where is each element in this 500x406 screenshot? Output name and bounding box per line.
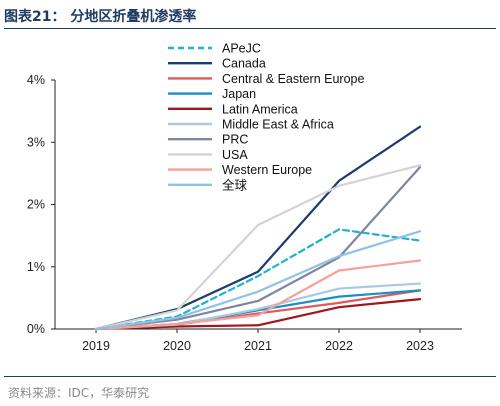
source-divider: [4, 376, 496, 377]
series-line-9: [94, 230, 422, 331]
legend-label: Western Europe: [222, 163, 312, 177]
x-tick-label: 2023: [406, 339, 434, 353]
y-tick-label: 2%: [27, 198, 45, 212]
series-line-4: [94, 298, 422, 331]
x-tick-label: 2020: [163, 339, 191, 353]
y-tick-label: 3%: [27, 135, 45, 149]
legend-label: Japan: [222, 87, 256, 101]
legend-label: USA: [222, 148, 248, 162]
x-tick-label: 2021: [244, 339, 272, 353]
x-tick-label: 2019: [82, 339, 110, 353]
x-tick-label: 2022: [325, 339, 353, 353]
series-line-7: [94, 164, 422, 331]
legend-label: Canada: [222, 57, 266, 71]
series-line-6: [94, 166, 422, 331]
series-line-8: [94, 259, 422, 331]
legend-label: Middle East & Africa: [222, 118, 334, 132]
legend-label: 全球: [222, 177, 248, 192]
legend-label: APeJC: [222, 42, 261, 56]
legend-label: Latin America: [222, 102, 298, 116]
y-tick-label: 1%: [27, 260, 45, 274]
source-note: 资料来源：IDC，华泰研究: [8, 386, 150, 400]
legend-label: Central & Eastern Europe: [222, 72, 364, 86]
chart-axes: 0% 1% 2% 3% 4% 2019 2020 2021 2022 2023: [27, 73, 462, 353]
title-divider: [4, 28, 496, 29]
y-tick-label: 0%: [27, 322, 45, 336]
legend-label: PRC: [222, 133, 248, 147]
chart-title: 图表21： 分地区折叠机渗透率: [4, 9, 197, 25]
series-lines: [94, 125, 422, 331]
y-tick-label: 4%: [27, 73, 45, 87]
